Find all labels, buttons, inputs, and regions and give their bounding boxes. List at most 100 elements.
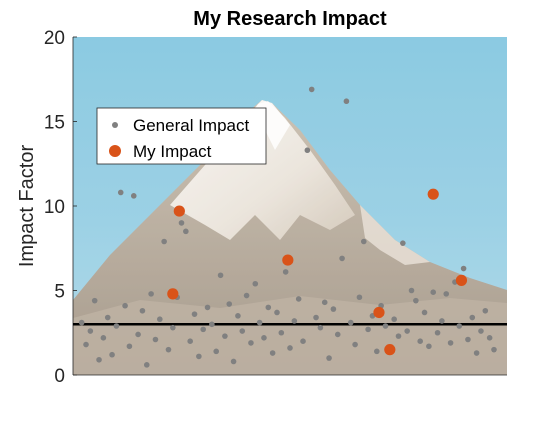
general-impact-point [339,255,345,262]
general-impact-point [126,343,133,350]
general-impact-point [143,362,150,368]
general-impact-point [326,355,332,361]
general-impact-point [282,269,289,275]
general-impact-point [374,348,380,355]
general-impact-point [239,328,246,334]
general-impact-point [235,313,241,319]
general-impact-point [330,306,337,312]
general-impact-point [295,296,302,302]
general-impact-point [213,348,220,355]
general-impact-point [486,335,493,341]
general-impact-point [400,240,406,246]
general-impact-point [261,335,267,341]
general-impact-point [343,98,350,105]
general-impact-point [178,220,185,226]
general-impact-point [391,316,397,323]
general-impact-point [417,338,424,345]
general-impact-point [252,280,259,287]
general-impact-point [113,323,120,329]
general-impact-point [413,297,419,304]
legend-marker-my-impact [109,145,121,157]
general-impact-point [304,147,311,154]
general-impact-point [278,329,285,336]
general-impact-point [196,353,202,360]
general-impact-point [447,340,454,346]
general-impact-point [243,292,250,299]
general-impact-point [209,321,215,328]
general-impact-point [473,350,480,356]
my-impact-point [384,344,396,356]
general-impact-point [135,331,141,338]
my-impact-point [167,288,179,300]
general-impact-point [248,340,254,346]
general-impact-point [187,338,193,345]
general-impact-point [183,228,189,235]
general-impact-point [356,294,363,301]
my-impact-point [373,306,385,319]
general-impact-point [152,336,159,343]
general-impact-point [230,358,237,365]
general-impact-point [469,314,476,321]
general-impact-point [204,304,211,311]
general-impact-point [222,333,228,339]
general-impact-point [148,291,154,297]
y-axis-label: Impact Factor [16,145,38,268]
general-impact-point [265,304,272,311]
general-impact-point [226,301,233,307]
my-impact-point [427,188,439,200]
general-impact-point [465,336,471,343]
general-impact-point [91,297,98,304]
general-impact-point [421,309,428,316]
general-impact-point [313,314,319,321]
general-impact-point [491,346,497,353]
y-tick-label: 20 [44,28,65,49]
my-impact-point [173,205,185,217]
general-impact-point [426,343,432,350]
general-impact-series [78,86,497,368]
general-impact-point [482,307,489,314]
general-impact-point [161,238,167,245]
chart-title: My Research Impact [193,8,387,30]
general-impact-point [104,314,111,321]
y-tick-label: 10 [44,197,65,218]
general-impact-point [434,329,441,336]
mountain-background-image [73,37,507,375]
legend-marker-general [112,122,118,128]
legend: General Impact My Impact [96,107,267,165]
y-tick-label: 5 [54,282,65,303]
general-impact-point [117,189,124,196]
legend-box [96,107,267,165]
general-impact-point [157,316,163,323]
my-impact-point [455,274,468,286]
general-impact-point [300,338,306,345]
general-impact-point [269,350,276,356]
general-impact-point [256,319,263,326]
general-impact-point [200,326,206,333]
legend-label-my-impact: My Impact [133,142,212,161]
general-impact-point [408,287,415,294]
general-impact-point [347,319,354,326]
general-impact-point [122,302,128,309]
general-impact-point [360,238,367,245]
general-impact-point [321,299,328,306]
y-tick-label: 15 [44,113,65,134]
general-impact-point [191,311,198,317]
general-impact-point [217,272,224,279]
general-impact-point [395,333,402,339]
general-impact-point [83,341,89,348]
general-impact-point [165,346,172,353]
my-impact-series [167,188,468,356]
my-impact-point [282,254,294,266]
general-impact-point [130,193,137,199]
general-impact-point [456,323,463,329]
general-impact-point [287,345,293,351]
general-impact-point [139,307,146,314]
general-impact-point [478,328,484,334]
y-tick-label: 0 [54,366,65,387]
general-impact-point [382,323,389,329]
general-impact-point [308,86,315,93]
general-impact-point [334,331,341,338]
general-impact-point [170,324,176,331]
